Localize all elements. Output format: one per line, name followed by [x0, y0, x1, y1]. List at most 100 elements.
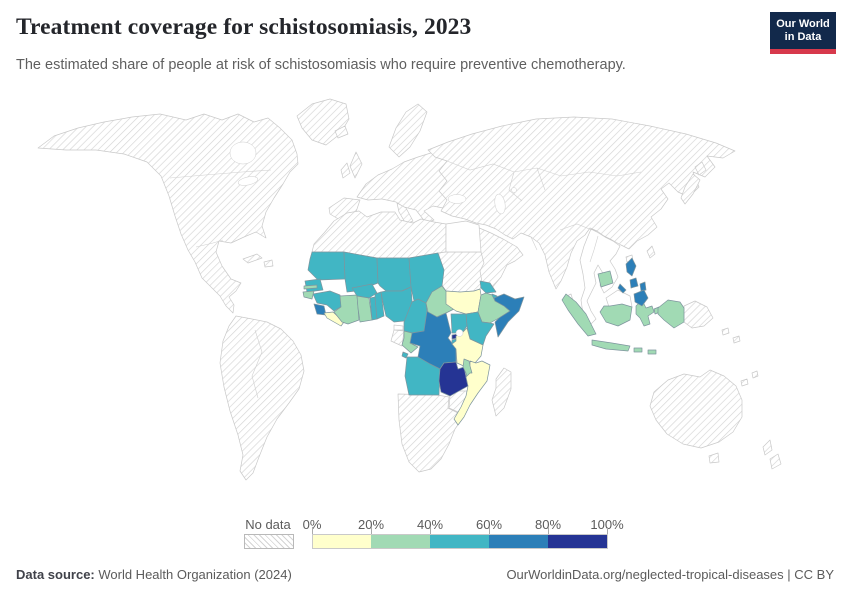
country-cambodia[interactable] — [597, 270, 614, 288]
legend-no-data-label: No data — [245, 517, 291, 532]
border-us-canada — [169, 169, 272, 179]
country-indonesia-bali-lombok[interactable] — [633, 347, 643, 353]
owid-logo-accent-bar — [770, 49, 836, 54]
border-se-asia-internal — [589, 235, 599, 263]
data-source-text: World Health Organization (2024) — [94, 567, 292, 582]
legend-bin-40-60[interactable] — [430, 534, 490, 549]
region-scandinavia — [388, 103, 428, 158]
legend-tick-100 — [607, 527, 608, 534]
legend-tick-label-0: 0% — [302, 517, 322, 532]
country-ghana[interactable] — [356, 295, 373, 323]
border-kazakh-china — [536, 167, 546, 191]
region-vanuatu — [732, 335, 741, 344]
country-indonesia-sulawesi[interactable] — [635, 299, 655, 327]
lakes — [229, 141, 517, 337]
legend-tick-label-20: 20% — [357, 517, 385, 532]
region-taiwan — [646, 245, 656, 259]
region-solomons — [721, 327, 730, 336]
region-greenland — [296, 98, 350, 146]
country-eritrea[interactable] — [479, 280, 497, 294]
caspian-sea — [494, 193, 506, 215]
country-sudan — [437, 251, 485, 293]
region-mainland-southeast-asia[interactable] — [579, 228, 621, 326]
chart-subtitle: The estimated share of people at risk of… — [16, 57, 626, 73]
country-angola-cabinda[interactable] — [401, 351, 409, 359]
country-indonesia-sumatra[interactable] — [561, 293, 597, 337]
legend-bin-20-40[interactable] — [371, 534, 431, 549]
country-benin[interactable] — [374, 291, 385, 320]
region-new-zealand-north — [762, 439, 773, 456]
country-guinea[interactable] — [312, 290, 343, 312]
country-papua-new-guinea — [683, 300, 714, 329]
no-data-landmasses — [37, 98, 782, 481]
region-britain — [349, 151, 363, 179]
region-cuba — [242, 253, 263, 264]
border-india-north — [559, 223, 593, 231]
border-iran-pakistan — [530, 236, 538, 251]
legend-tick-20 — [371, 527, 372, 534]
aral-sea — [511, 187, 517, 193]
legend-bin-60-80[interactable] — [489, 534, 549, 549]
country-mozambique[interactable] — [453, 360, 491, 426]
border-central-asia — [508, 171, 523, 202]
country-indonesia-kalimantan[interactable] — [599, 303, 633, 327]
footer-link[interactable]: OurWorldinData.org/neglected-tropical-di… — [506, 567, 834, 582]
country-liberia[interactable] — [323, 311, 345, 327]
owid-logo-line2: in Data — [784, 31, 822, 43]
lake-victoria — [455, 329, 464, 337]
page-title: Treatment coverage for schistosomiasis, … — [16, 14, 472, 40]
country-uganda[interactable] — [450, 313, 468, 334]
legend-tick-0 — [312, 527, 313, 534]
region-iceland — [334, 125, 349, 139]
region-southern-africa — [397, 393, 463, 473]
region-fiji — [751, 370, 759, 379]
hudson-bay — [229, 141, 257, 165]
data-source: Data source: World Health Organization (… — [16, 567, 292, 582]
border-brazil-west — [251, 329, 263, 399]
footer: Data source: World Health Organization (… — [16, 567, 834, 582]
legend-tick-60 — [489, 527, 490, 534]
legend-bin-80-100[interactable] — [548, 534, 608, 549]
black-sea — [447, 194, 467, 204]
legend-tick-label-80: 80% — [534, 517, 562, 532]
country-somalia[interactable] — [493, 293, 525, 338]
legend-tick-80 — [548, 527, 549, 534]
country-madagascar — [491, 367, 512, 417]
country-philippines-visayas-1[interactable] — [629, 277, 639, 289]
country-congo[interactable] — [401, 330, 419, 354]
country-philippines-luzon[interactable] — [625, 257, 637, 277]
country-indonesia-lesser-sunda[interactable] — [647, 349, 657, 355]
region-south-america — [219, 315, 305, 481]
data-countries — [302, 251, 685, 426]
legend-tick-label-60: 60% — [475, 517, 503, 532]
zero-coverage-countries — [393, 220, 633, 331]
legend-no-data-swatch[interactable] — [244, 534, 294, 549]
country-egypt[interactable] — [445, 220, 482, 253]
owid-logo: Our World in Data — [770, 12, 836, 54]
region-new-zealand-south — [769, 453, 782, 470]
country-burkina-faso[interactable] — [351, 283, 378, 299]
country-equatorial-guinea[interactable] — [393, 324, 404, 331]
region-north-america — [37, 113, 299, 314]
country-philippines-palawan[interactable] — [617, 283, 627, 294]
country-mauritania[interactable] — [307, 251, 346, 281]
country-niger[interactable] — [376, 257, 412, 292]
region-asia — [427, 116, 736, 290]
country-indonesia-papua[interactable] — [657, 299, 685, 329]
region-japan — [680, 173, 701, 205]
great-lakes — [237, 176, 259, 186]
country-gambia[interactable] — [303, 284, 318, 290]
country-indonesia-java[interactable] — [591, 339, 631, 352]
country-philippines-visayas-2[interactable] — [639, 281, 647, 292]
country-philippines-mindanao[interactable] — [633, 289, 649, 307]
owid-logo-line1: Our World — [776, 18, 830, 30]
legend-tick-label-40: 40% — [416, 517, 444, 532]
region-hispaniola — [263, 259, 274, 268]
country-guinea-bissau[interactable] — [302, 290, 315, 300]
internal-borders — [169, 160, 642, 399]
region-australia — [649, 369, 743, 449]
border-us-mexico — [195, 239, 224, 248]
legend-bin-0-20[interactable] — [312, 534, 373, 549]
